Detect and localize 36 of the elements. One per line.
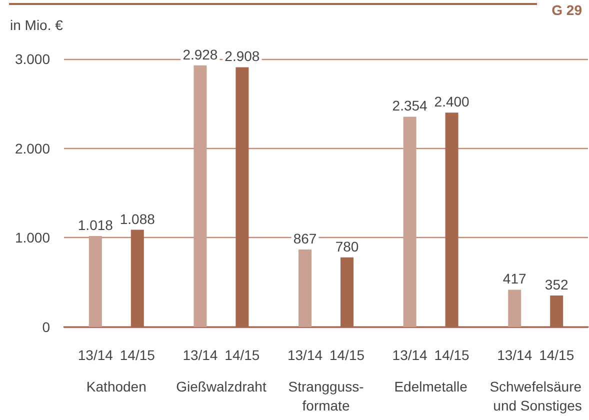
- x-tick-label: Strangguss- formate: [288, 378, 364, 414]
- y-tick-label: 1.000: [14, 230, 50, 246]
- bar: [508, 290, 522, 327]
- data-label: 1.018: [78, 217, 114, 234]
- text: 14/15: [434, 347, 470, 363]
- data-label: 2.908: [224, 48, 260, 64]
- bar: [194, 65, 207, 327]
- x-tick-label: Gießwalzdraht: [176, 378, 266, 394]
- text: 13/14: [392, 347, 428, 363]
- y-tick-label: 2.000: [14, 140, 50, 156]
- bar: [403, 116, 416, 327]
- series-label: 14/15: [120, 347, 156, 363]
- data-label: 2.928: [182, 46, 218, 62]
- data-label: 780: [335, 238, 359, 254]
- text: 13/14: [497, 347, 532, 363]
- x-tick-label: Kathoden: [86, 378, 146, 394]
- text: 13/14: [78, 347, 113, 363]
- text: G 29: [552, 2, 582, 18]
- x-tick-label: Edelmetalle: [394, 378, 468, 394]
- data-label: 2.400: [434, 94, 470, 110]
- text: 14/15: [329, 347, 365, 363]
- text: 14/15: [539, 347, 574, 363]
- series-label: 13/14: [182, 347, 218, 363]
- data-label: 1.088: [120, 210, 156, 227]
- y-axis-title: in Mio. €: [10, 17, 64, 33]
- data-label: 417: [502, 270, 526, 287]
- y-tick-label: 3.000: [14, 51, 50, 67]
- x-tick-label: Schwefelsäure und Sonstiges: [489, 378, 582, 414]
- bar: [88, 236, 102, 327]
- text: 14/15: [224, 347, 260, 363]
- data-label: 2.354: [392, 98, 428, 114]
- text: 13/14: [287, 347, 323, 363]
- bar: [298, 250, 312, 327]
- data-label: 867: [293, 230, 317, 247]
- data-label: 352: [544, 276, 568, 293]
- y-tick-label: 0: [42, 319, 50, 335]
